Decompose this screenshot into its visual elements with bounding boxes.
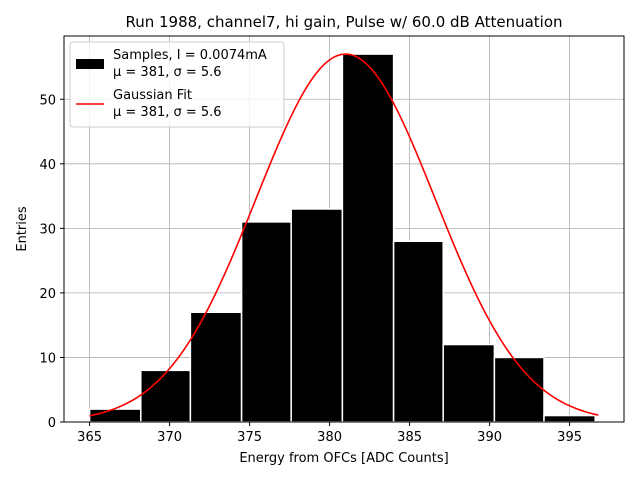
y-axis-ticks: 0 10 20 30 40 50 <box>39 93 64 431</box>
legend: Samples, I = 0.0074mA μ = 381, σ = 5.6 G… <box>69 41 285 128</box>
x-tick-label: 390 <box>477 430 502 445</box>
x-tick-label: 385 <box>397 430 422 445</box>
chart-title: Run 1988, channel7, hi gain, Pulse w/ 60… <box>125 13 562 31</box>
x-tick-label: 395 <box>557 430 582 445</box>
histogram-bars <box>88 53 596 423</box>
x-tick-label: 370 <box>157 430 182 445</box>
x-axis-label: Energy from OFCs [ADC Counts] <box>239 451 448 466</box>
x-axis-ticks: 365 370 375 380 385 390 395 <box>77 422 582 445</box>
gaussian-fit-curve <box>89 53 599 417</box>
legend-samples-line2: μ = 381, σ = 5.6 <box>113 65 222 80</box>
histogram-bar <box>341 53 395 423</box>
y-tick-label: 40 <box>39 158 56 173</box>
y-axis-label: Entries <box>15 206 30 252</box>
histogram-bar <box>189 311 243 423</box>
histogram-bar <box>442 343 496 423</box>
histogram-bar <box>140 369 192 423</box>
x-tick-label: 365 <box>77 430 102 445</box>
y-tick-label: 0 <box>48 416 56 431</box>
legend-samples-line1: Samples, I = 0.0074mA <box>113 48 267 63</box>
histogram-bar <box>493 356 545 423</box>
histogram-bar <box>543 414 596 423</box>
histogram-bar <box>88 408 142 423</box>
histogram-bar <box>240 221 292 423</box>
histogram-bar <box>392 240 444 423</box>
plot-frame <box>63 35 625 423</box>
histogram-bar <box>290 208 344 423</box>
y-tick-label: 10 <box>39 351 56 366</box>
legend-fit-line1: Gaussian Fit <box>113 88 192 103</box>
y-tick-label: 50 <box>39 93 56 108</box>
legend-fit-line2: μ = 381, σ = 5.6 <box>113 105 222 120</box>
y-tick-label: 20 <box>39 287 56 302</box>
x-tick-label: 380 <box>317 430 342 445</box>
legend-patch-samples <box>76 59 104 69</box>
x-tick-label: 375 <box>237 430 262 445</box>
y-tick-label: 30 <box>39 222 56 237</box>
